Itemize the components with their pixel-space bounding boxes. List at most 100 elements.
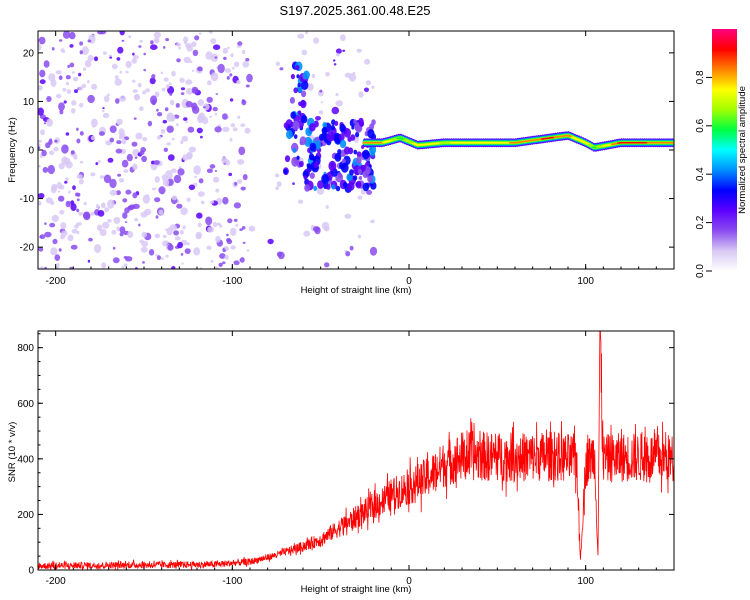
heatmap-noise-blob: [65, 132, 70, 136]
heatmap-noise-blob: [60, 48, 65, 53]
heatmap-noise-blob: [209, 164, 216, 169]
heatmap-noise-blob: [65, 81, 70, 86]
heatmap-noise-blob: [215, 266, 219, 269]
heatmap-x-tick-label: -100: [222, 276, 242, 287]
heatmap-activity-blob: [299, 136, 307, 146]
heatmap-noise-blob: [38, 43, 42, 51]
heatmap-noise-blob: [210, 72, 219, 82]
heatmap-activity-blob: [303, 70, 310, 80]
heatmap-noise-blob: [156, 255, 161, 261]
heatmap-noise-blob: [56, 94, 62, 99]
heatmap-noise-blob: [192, 49, 199, 57]
heatmap-noise-blob: [279, 67, 284, 71]
heatmap-activity-blob: [369, 123, 375, 130]
heatmap-activity-blob: [318, 133, 325, 141]
heatmap-noise-blob: [56, 182, 63, 189]
heatmap-noise-blob: [167, 154, 175, 161]
heatmap-noise-blob: [48, 73, 56, 82]
heatmap-noise-blob: [69, 31, 76, 40]
heatmap-noise-blob: [171, 195, 178, 201]
heatmap-noise-blob: [123, 263, 128, 267]
heatmap-noise-blob: [87, 39, 92, 43]
heatmap-noise-blob: [163, 77, 169, 82]
heatmap-y-tick-label: 0: [28, 146, 34, 157]
heatmap-noise-blob: [71, 71, 75, 74]
heatmap-noise-blob: [49, 150, 55, 156]
heatmap-noise-blob: [180, 140, 184, 145]
heatmap-noise-blob: [143, 68, 146, 72]
snr-panel: -200 -100 0 100 0 200 400 600 800 Height of str…: [7, 330, 675, 595]
heatmap-ridge-cell: [585, 142, 590, 145]
heatmap-noise-blob: [38, 85, 43, 91]
heatmap-noise-blob: [94, 244, 102, 253]
heatmap-noise-blob: [79, 131, 84, 136]
heatmap-noise-blob: [183, 36, 189, 43]
heatmap-activity-blob: [338, 133, 345, 141]
heatmap-noise-blob: [128, 35, 132, 39]
heatmap-noise-blob: [97, 160, 101, 164]
heatmap-noise-blob: [163, 45, 166, 49]
heatmap-noise-blob: [104, 207, 110, 213]
heatmap-noise-blob: [335, 53, 340, 57]
heatmap-noise-blob: [178, 46, 181, 50]
heatmap-noise-blob: [240, 186, 246, 191]
heatmap-activity-blob: [298, 101, 302, 107]
colorbar-tick-label: 0.2: [695, 215, 706, 229]
heatmap-x-tick-label: 100: [577, 276, 594, 287]
heatmap-activity-blob: [293, 134, 298, 140]
heatmap-noise-blob: [134, 218, 139, 222]
heatmap-noise-blob: [76, 127, 79, 131]
heatmap-noise-blob: [117, 46, 124, 54]
heatmap-noise-blob: [45, 197, 53, 204]
heatmap-noise-blob: [193, 165, 201, 175]
heatmap-noise-blob: [217, 63, 225, 74]
colorbar-gradient: [712, 29, 737, 271]
heatmap-noise-blob: [370, 219, 375, 224]
heatmap-noise-blob: [150, 40, 154, 45]
heatmap-noise-blob: [230, 245, 236, 250]
heatmap-noise-blob: [42, 166, 49, 173]
heatmap-noise-blob: [125, 189, 132, 195]
heatmap-noise-blob: [78, 179, 84, 185]
heatmap-noise-blob: [292, 182, 295, 186]
heatmap-noise-blob: [276, 181, 282, 187]
heatmap-noise-blob: [335, 48, 342, 54]
heatmap-noise-blob: [171, 137, 175, 141]
heatmap-activity-blob: [292, 148, 297, 153]
heatmap-noise-blob: [118, 128, 125, 136]
heatmap-noise-blob: [158, 186, 166, 195]
heatmap-activity-blob: [361, 164, 366, 172]
heatmap-noise-blob: [364, 58, 371, 65]
heatmap-noise-blob: [324, 262, 330, 268]
heatmap-noise-blob: [352, 71, 356, 75]
chart-title: S197.2025.361.00.48.E25: [279, 3, 430, 18]
heatmap-noise-blob: [119, 31, 125, 36]
heatmap-noise-blob: [275, 61, 280, 67]
heatmap-noise-blob: [58, 248, 62, 252]
heatmap-noise-blob: [203, 103, 210, 111]
heatmap-noise-blob: [69, 266, 74, 269]
heatmap-noise-blob: [319, 89, 323, 93]
heatmap-noise-blob: [181, 135, 189, 142]
heatmap-noise-blob: [198, 112, 206, 121]
heatmap-noise-blob: [275, 186, 279, 190]
heatmap-noise-blob: [229, 227, 237, 236]
heatmap-noise-blob: [102, 107, 105, 110]
heatmap-noise-blob: [154, 176, 160, 183]
heatmap-noise-blob: [96, 204, 100, 209]
heatmap-noise-blob: [205, 51, 213, 60]
heatmap-activity-blob: [309, 142, 317, 152]
heatmap-noise-blob: [65, 75, 71, 80]
heatmap-noise-blob: [52, 238, 58, 245]
heatmap-activity-blob: [290, 73, 295, 80]
heatmap-noise-blob: [165, 38, 170, 42]
snr-y-tick-label: 600: [17, 399, 34, 410]
heatmap-activity-blob: [322, 122, 328, 128]
heatmap-noise-blob: [55, 266, 60, 269]
heatmap-noise-blob: [78, 102, 84, 108]
heatmap-noise-blob: [222, 196, 229, 205]
heatmap-activity-blob: [334, 120, 339, 126]
heatmap-activity-blob: [356, 156, 362, 164]
heatmap-noise-blob: [62, 31, 71, 39]
heatmap-noise-blob: [221, 157, 228, 164]
